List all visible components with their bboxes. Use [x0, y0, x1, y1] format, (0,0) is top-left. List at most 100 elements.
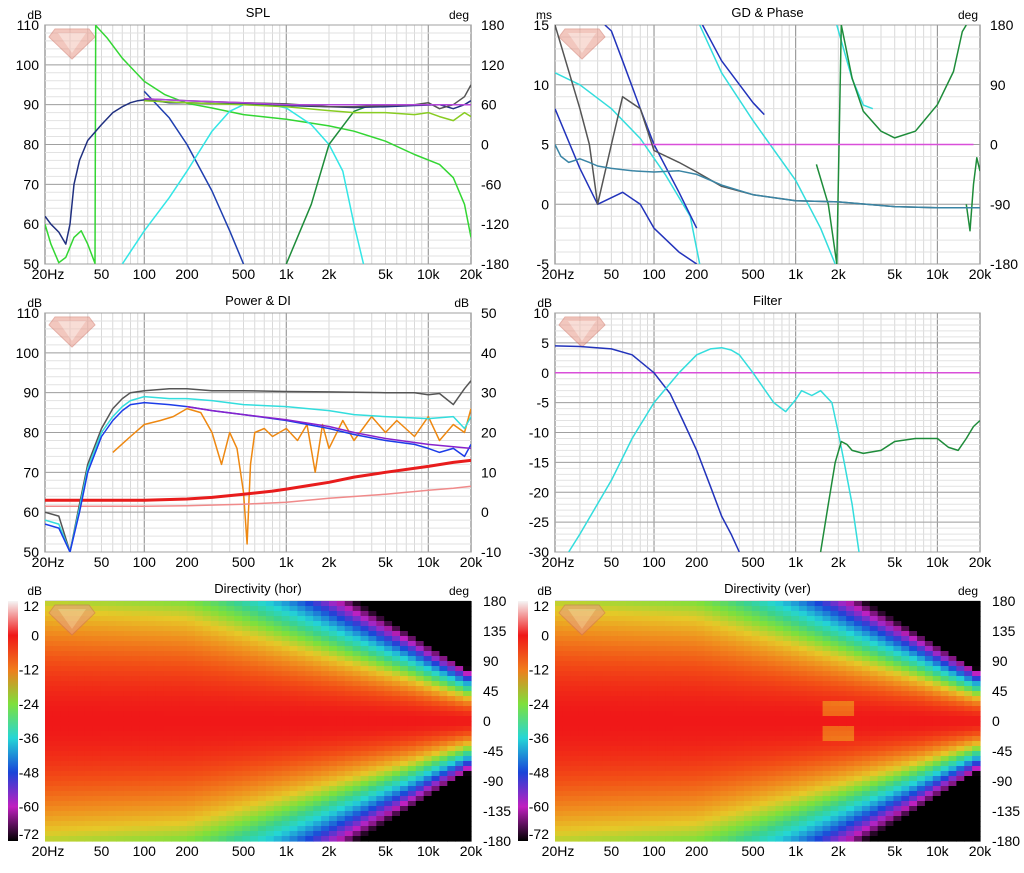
heatmap-cell — [345, 736, 353, 742]
heatmap-cell — [290, 811, 298, 817]
heatmap-cell — [649, 766, 657, 772]
heatmap-cell — [744, 626, 752, 632]
heatmap-cell — [226, 761, 234, 767]
heatmap-cell — [610, 796, 618, 802]
heatmap-cell — [234, 641, 242, 647]
heatmap-cell — [258, 681, 266, 687]
x-tick-label: 500 — [741, 554, 765, 570]
heatmap-cell — [337, 646, 345, 652]
heatmap-cell — [728, 816, 736, 822]
heatmap-cell — [665, 606, 673, 612]
heatmap-cell — [634, 701, 642, 707]
heatmap-cell — [250, 736, 258, 742]
heatmap-cell — [838, 636, 846, 642]
heatmap-cell — [376, 751, 384, 757]
heatmap-cell — [392, 756, 400, 762]
heatmap-cell — [132, 676, 140, 682]
heatmap-cell — [463, 791, 471, 797]
heatmap-cell — [610, 816, 618, 822]
heatmap-cell — [77, 776, 85, 782]
heatmap-cell — [234, 626, 242, 632]
heatmap-cell — [618, 726, 626, 732]
heatmap-cell — [752, 601, 760, 607]
heatmap-cell — [455, 836, 463, 842]
heatmap-cell — [384, 606, 392, 612]
heatmap-cell — [376, 681, 384, 687]
heatmap-cell — [124, 781, 132, 787]
heatmap-cell — [226, 621, 234, 627]
heatmap-cell — [77, 756, 85, 762]
heatmap-cell — [361, 836, 369, 842]
heatmap-cell — [108, 606, 116, 612]
heatmap-cell — [649, 691, 657, 697]
heatmap-cell — [823, 771, 831, 777]
heatmap-cell — [728, 686, 736, 692]
heatmap-cell — [673, 721, 681, 727]
heatmap-cell — [179, 776, 187, 782]
heatmap-cell — [108, 766, 116, 772]
heatmap-cell — [586, 686, 594, 692]
heatmap-cell — [594, 811, 602, 817]
heatmap-cell — [92, 691, 100, 697]
heatmap-cell — [140, 646, 148, 652]
heatmap-cell — [155, 641, 163, 647]
heatmap-cell — [234, 821, 242, 827]
heatmap-cell — [712, 796, 720, 802]
heatmap-cell — [618, 751, 626, 757]
heatmap-cell — [274, 651, 282, 657]
heatmap-cell — [84, 781, 92, 787]
heatmap-cell — [313, 786, 321, 792]
heatmap-cell — [305, 671, 313, 677]
heatmap-cell — [720, 776, 728, 782]
heatmap-cell — [846, 816, 854, 822]
heatmap-cell — [250, 681, 258, 687]
heatmap-cell — [424, 831, 432, 837]
heatmap-cell — [376, 656, 384, 662]
heatmap-cell — [760, 651, 768, 657]
heatmap-cell — [155, 661, 163, 667]
heatmap-cell — [187, 796, 195, 802]
heatmap-cell — [321, 731, 329, 737]
heatmap-cell — [447, 791, 455, 797]
heatmap-cell — [455, 751, 463, 757]
heatmap-cell — [148, 796, 156, 802]
heatmap-cell — [376, 646, 384, 652]
heatmap-cell — [432, 676, 440, 682]
heatmap-cell — [203, 746, 211, 752]
heatmap-cell — [124, 681, 132, 687]
heatmap-cell — [163, 721, 171, 727]
heatmap-cell — [258, 816, 266, 822]
heatmap-cell — [163, 666, 171, 672]
heatmap-cell — [313, 716, 321, 722]
heatmap-cell — [258, 711, 266, 717]
heatmap-cell — [203, 806, 211, 812]
heatmap-cell — [100, 676, 108, 682]
heatmap-cell — [45, 826, 53, 832]
heatmap-cell — [768, 766, 776, 772]
heatmap-cell — [211, 641, 219, 647]
heatmap-cell — [408, 831, 416, 837]
heatmap-cell — [424, 746, 432, 752]
heatmap-cell — [594, 746, 602, 752]
heatmap-cell — [305, 821, 313, 827]
heatmap-cell — [132, 741, 140, 747]
heatmap-cell — [744, 726, 752, 732]
heatmap-cell — [439, 741, 447, 747]
heatmap-cell — [92, 796, 100, 802]
heatmap-cell — [447, 676, 455, 682]
heatmap-cell — [665, 616, 673, 622]
heatmap-cell — [148, 811, 156, 817]
heatmap-cell — [195, 616, 203, 622]
heatmap-cell — [775, 676, 783, 682]
heatmap-cell — [187, 676, 195, 682]
heatmap-cell — [807, 666, 815, 672]
heatmap-cell — [108, 671, 116, 677]
heatmap-cell — [634, 816, 642, 822]
heatmap-cell — [392, 801, 400, 807]
heatmap-cell — [179, 791, 187, 797]
heatmap-cell — [171, 741, 179, 747]
heatmap-cell — [266, 811, 274, 817]
heatmap-cell — [108, 706, 116, 712]
heatmap-cell — [408, 691, 416, 697]
heatmap-cell — [376, 821, 384, 827]
